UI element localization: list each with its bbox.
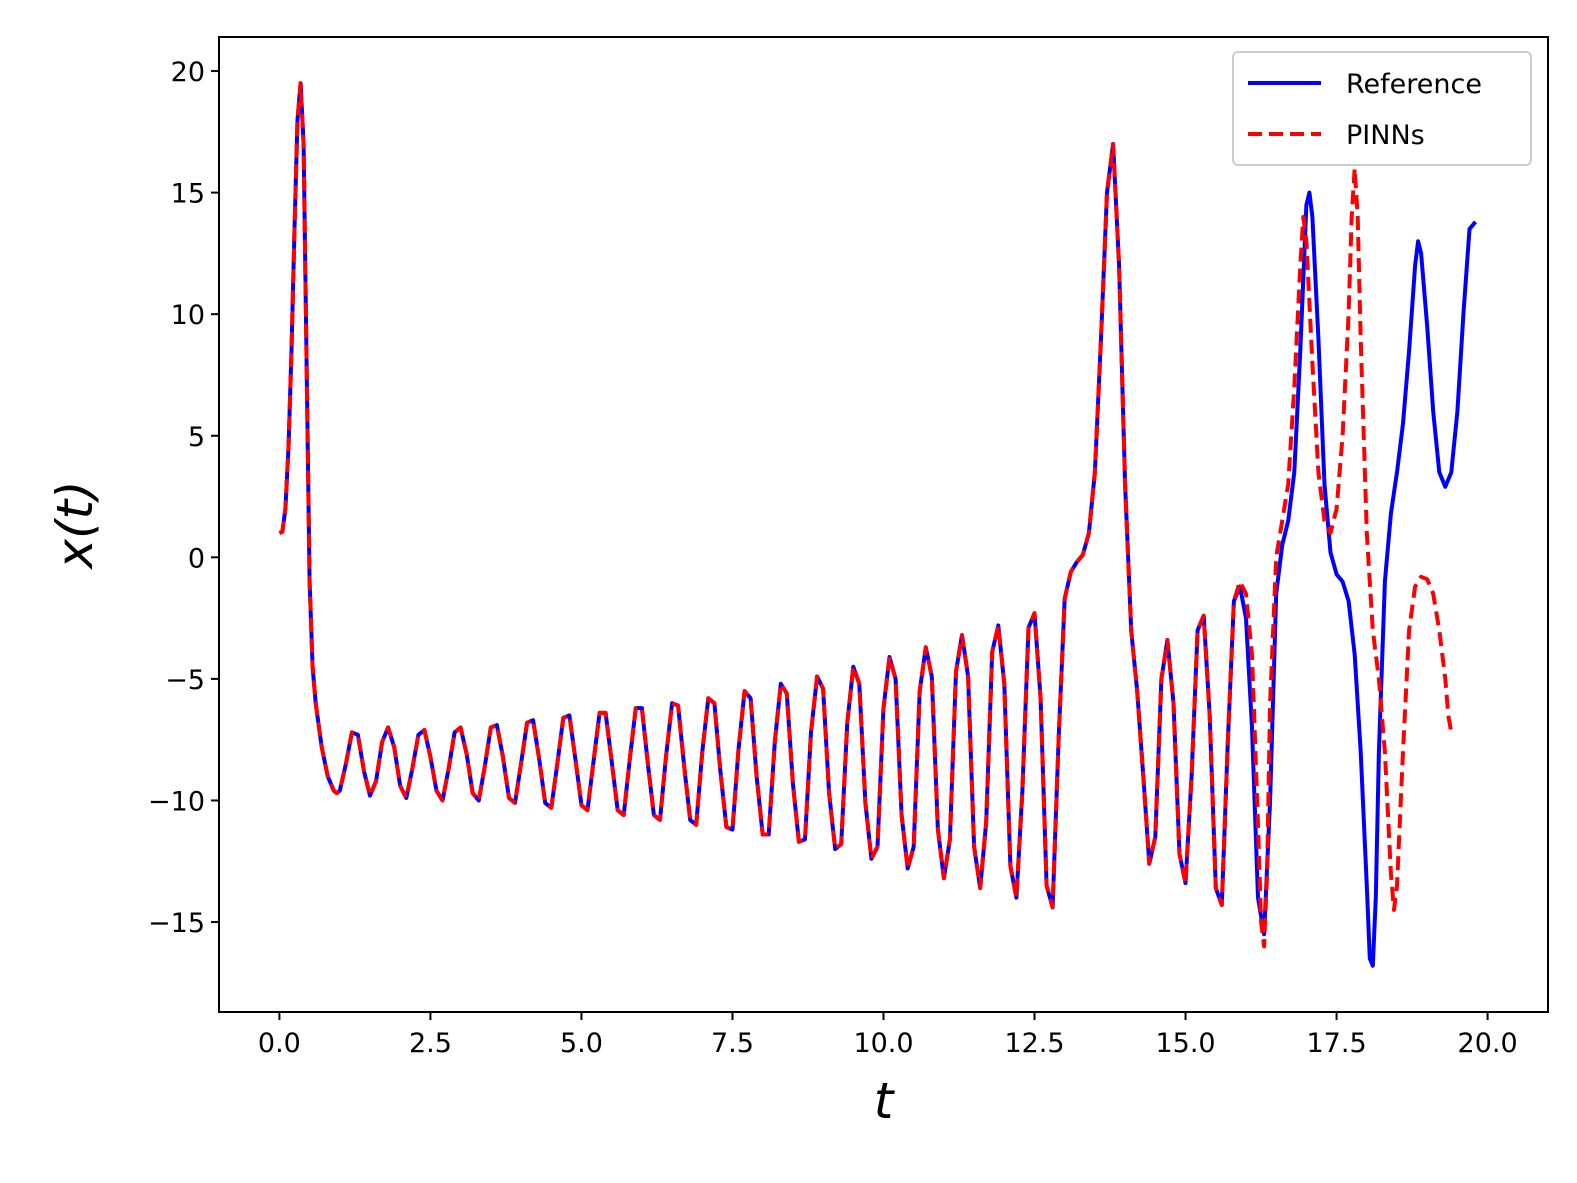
x-tick-label: 15.0 <box>1155 1028 1215 1059</box>
series-line-pinns <box>278 81 1454 949</box>
x-tick-label: 17.5 <box>1307 1028 1367 1059</box>
y-tick-label: 5 <box>188 422 205 453</box>
legend-label-pinns: PINNs <box>1346 120 1425 151</box>
x-tick-label: 12.5 <box>1004 1028 1064 1059</box>
y-tick-label: 0 <box>188 543 205 574</box>
y-axis-label: x(t) <box>46 480 104 570</box>
x-tick-label: 20.0 <box>1458 1028 1518 1059</box>
x-tick-label: 10.0 <box>853 1028 913 1059</box>
x-tick-label: 7.5 <box>711 1028 754 1059</box>
x-tick-label: 0.0 <box>258 1028 301 1059</box>
legend-label-reference: Reference <box>1346 69 1482 100</box>
x-tick-label: 5.0 <box>560 1028 603 1059</box>
y-tick-label: 15 <box>171 179 205 210</box>
y-tick-label: 20 <box>171 57 205 88</box>
x-axis-label: t <box>874 1072 896 1130</box>
y-tick-label: −15 <box>148 908 205 939</box>
series-layer <box>278 81 1478 968</box>
legend: Reference PINNs <box>1232 51 1532 166</box>
x-tick-label: 2.5 <box>409 1028 452 1059</box>
y-tick-label: −10 <box>148 786 205 817</box>
y-tick-label: −5 <box>165 665 205 696</box>
legend-box <box>1232 51 1532 166</box>
y-tick-label: 10 <box>171 300 205 331</box>
axes-layer: 0.0 2.5 5.0 7.5 10.0 12.5 15.0 17.5 20.0 20 15 10 5 0… <box>46 36 1549 1130</box>
